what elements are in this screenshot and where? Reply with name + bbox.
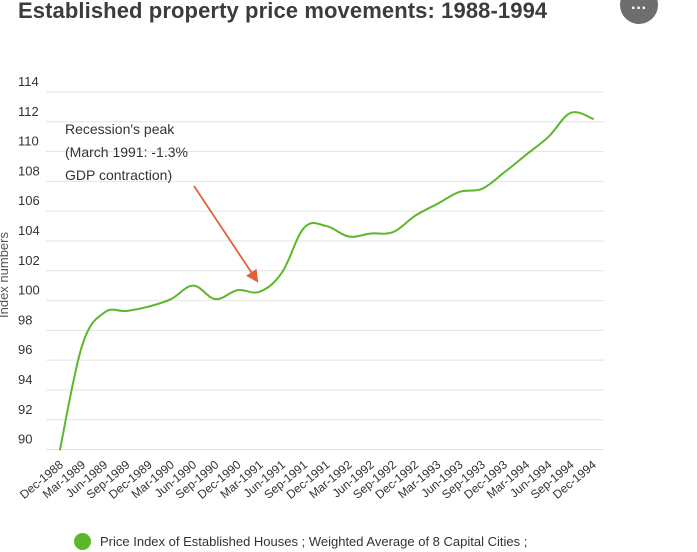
y-tick-label: 110 [18,134,39,149]
y-tick-label: 114 [18,74,39,89]
series-line [59,111,594,451]
y-tick-label: 106 [18,193,40,208]
legend-marker-icon [74,533,91,550]
annotation-text: GDP contraction) [65,167,172,183]
y-tick-label: 92 [18,402,32,417]
y-tick-label: 94 [18,372,32,387]
annotation-arrow [193,185,259,283]
y-tick-label: 104 [18,223,40,238]
y-tick-label: 102 [18,253,40,268]
y-tick-label: 96 [18,342,32,357]
more-horizontal-icon: ··· [631,0,647,17]
chart-title: Established property price movements: 19… [18,0,548,23]
y-tick-label: 90 [18,432,32,447]
y-tick-label: 98 [18,312,32,327]
legend: Price Index of Established Houses ; Weig… [74,533,527,550]
annotation-text: (March 1991: -1.3% [65,144,188,160]
y-tick-label: 100 [18,283,40,298]
annotation: Recession's peak (March 1991: -1.3% GDP co… [65,121,259,283]
annotation-text: Recession's peak [65,121,175,137]
legend-label: Price Index of Established Houses ; Weig… [100,534,528,549]
y-tick-label: 108 [18,163,40,178]
y-axis-label: Index numbers [0,232,11,318]
y-tick-label: 112 [18,104,39,119]
